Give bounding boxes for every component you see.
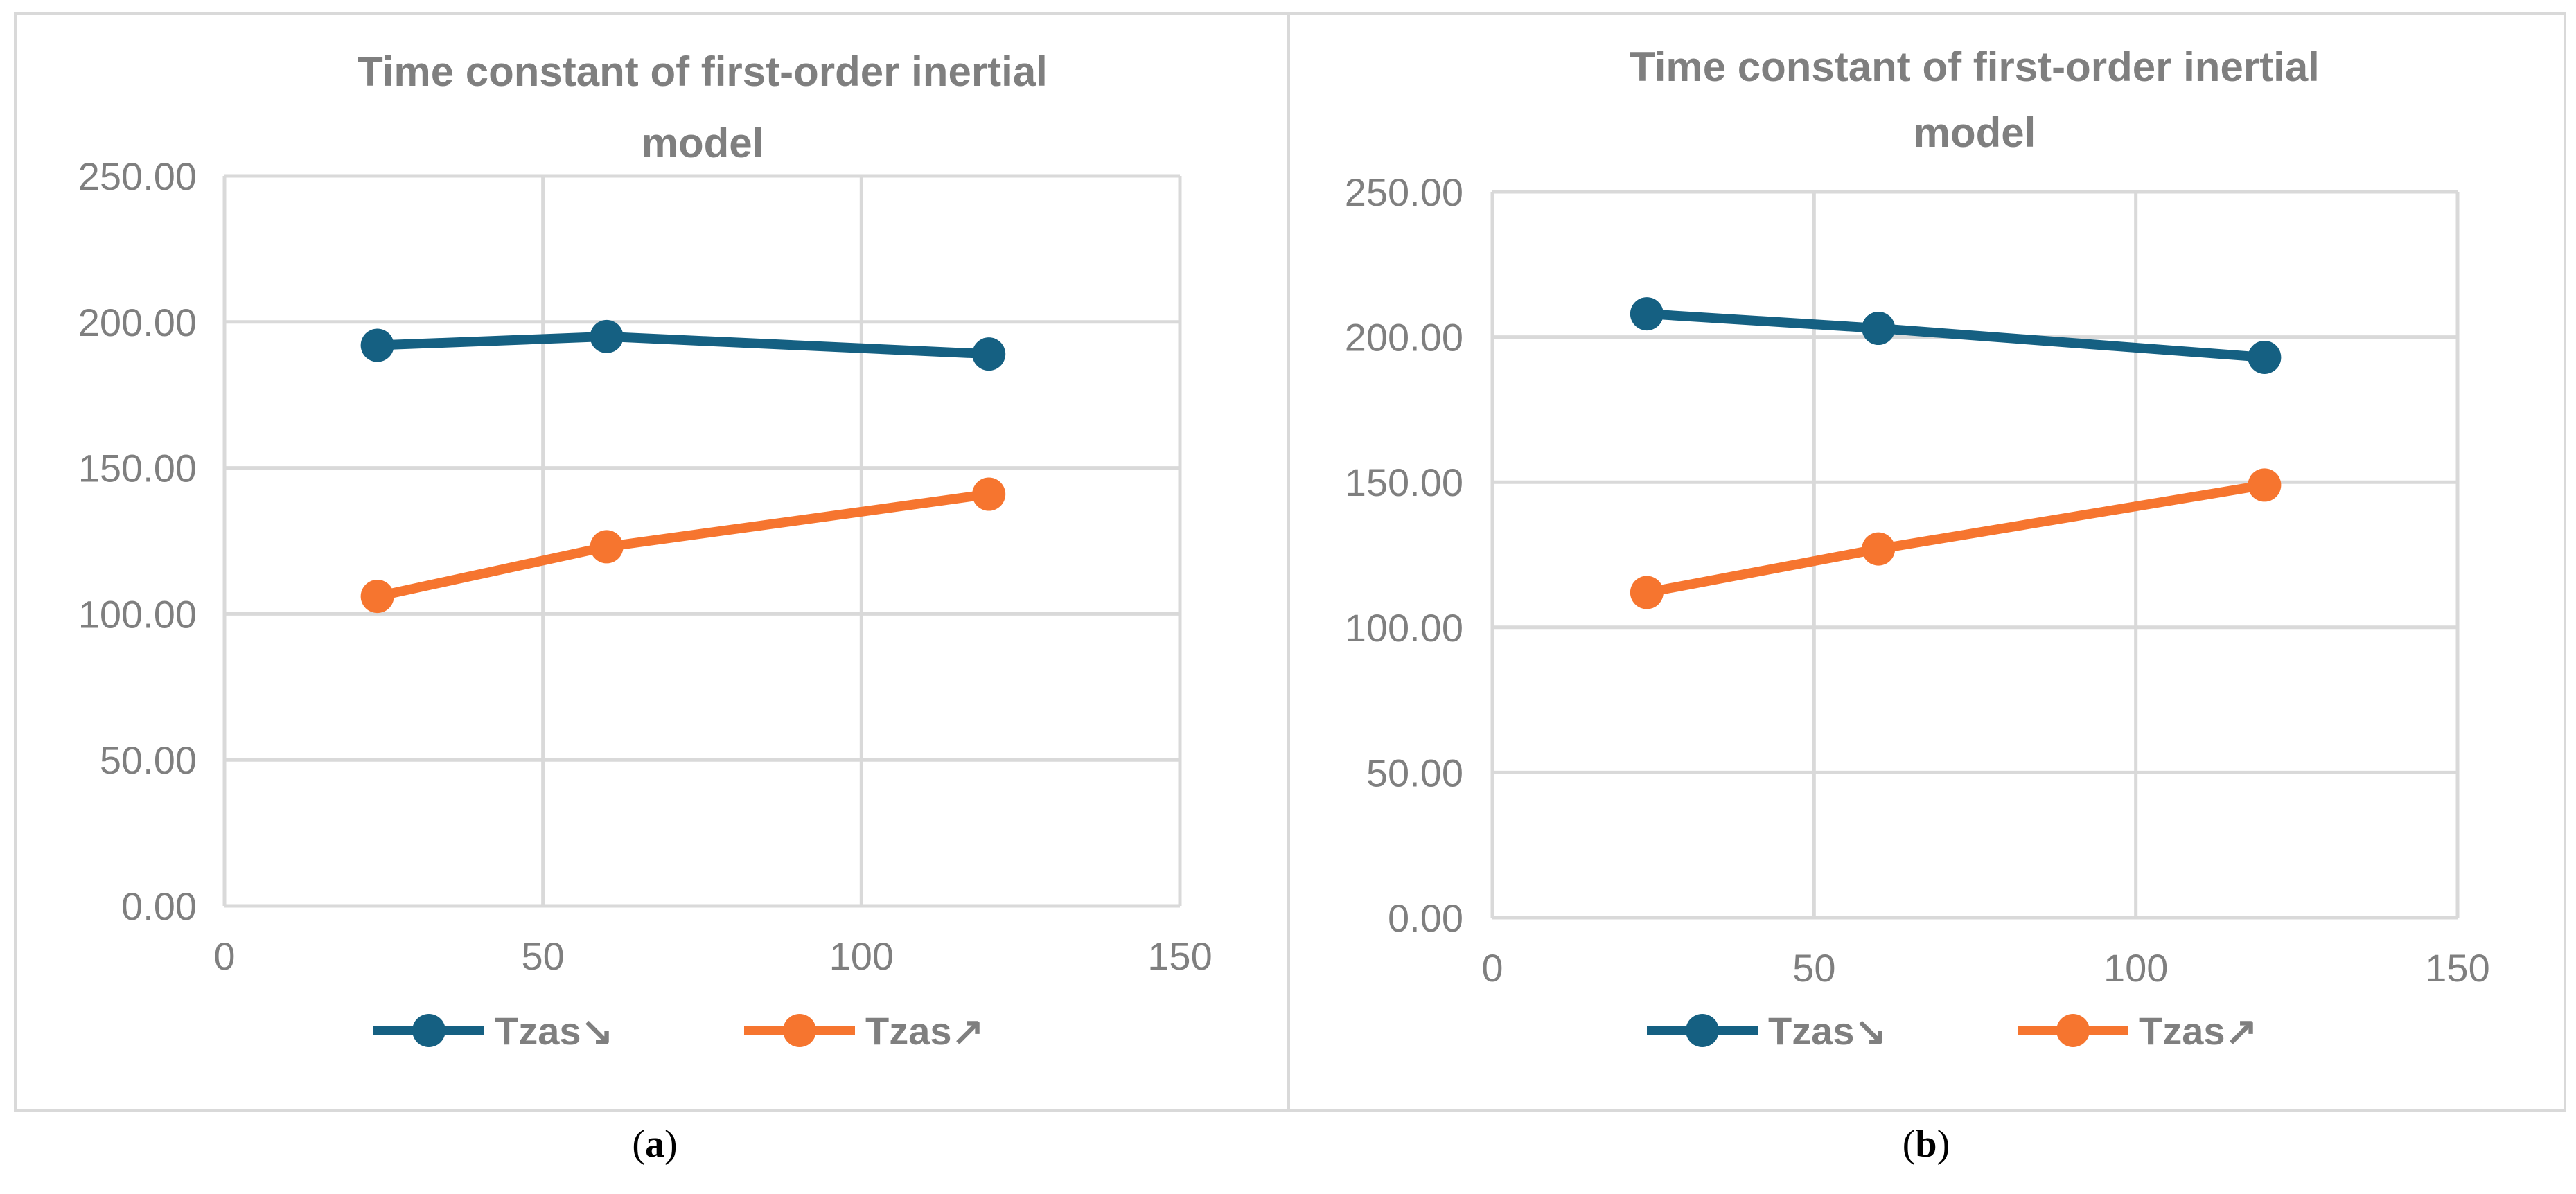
chart-b: Time constant of first-order inertial mod… [1345, 44, 2490, 1053]
legend-label: Tzas↗ [865, 1009, 984, 1053]
y-tick-label: 0.00 [1388, 896, 1463, 940]
caption-b: (b) [1902, 1123, 1950, 1166]
chart-a: Time constant of first-order inertial mod… [78, 48, 1212, 1053]
x-tick-label: 0 [213, 934, 235, 978]
x-tick-label: 100 [829, 934, 894, 978]
series-line [372, 331, 994, 359]
x-tick-label: 50 [1792, 946, 1835, 990]
legend-marker [783, 1014, 816, 1047]
y-tick-label: 150.00 [78, 447, 197, 490]
legend-marker [412, 1014, 445, 1047]
chart-title-line: Time constant of first-order inertial [1630, 44, 2320, 90]
legend-marker [2056, 1014, 2090, 1047]
y-tick-label: 0.00 [121, 884, 197, 928]
data-point [972, 337, 1006, 371]
legend-label: Tzas↘ [495, 1009, 613, 1053]
chart-title-line: model [1914, 109, 2036, 156]
data-point [2248, 340, 2282, 374]
chart-panel-a: Time constant of first-order inertial mod… [14, 12, 1295, 1112]
x-tick-label: 0 [1481, 946, 1503, 990]
legend-label: Tzas↘ [1768, 1009, 1887, 1053]
y-tick-label: 200.00 [78, 301, 197, 344]
y-tick-label: 100.00 [1345, 606, 1463, 650]
data-point [972, 477, 1006, 511]
y-tick-label: 100.00 [78, 592, 197, 636]
data-point [360, 328, 394, 362]
x-tick-label: 50 [522, 934, 565, 978]
x-tick-label: 150 [1147, 934, 1212, 978]
y-tick-label: 50.00 [100, 738, 197, 782]
series-line [372, 489, 994, 602]
data-point [1630, 297, 1664, 331]
caption-a: (a) [632, 1123, 678, 1166]
y-tick-label: 150.00 [1345, 461, 1463, 504]
x-tick-label: 100 [2103, 946, 2168, 990]
series-line [1641, 480, 2270, 598]
legend-marker [1686, 1014, 1719, 1047]
y-tick-label: 250.00 [1345, 170, 1463, 214]
data-point [2248, 468, 2282, 502]
chart-title-line: model [642, 120, 764, 166]
y-tick-label: 200.00 [1345, 316, 1463, 359]
data-point [1630, 576, 1664, 609]
legend-label: Tzas↗ [2139, 1009, 2257, 1053]
data-point [590, 319, 624, 353]
x-tick-label: 150 [2425, 946, 2489, 990]
chart-title-line: Time constant of first-order inertial [358, 48, 1048, 95]
data-point [1862, 532, 1896, 566]
data-point [360, 580, 394, 614]
y-tick-label: 50.00 [1366, 751, 1463, 794]
chart-panel-b: Time constant of first-order inertial mod… [1287, 12, 2566, 1112]
y-tick-label: 250.00 [78, 154, 197, 198]
data-point [590, 530, 624, 564]
data-point [1862, 312, 1896, 346]
